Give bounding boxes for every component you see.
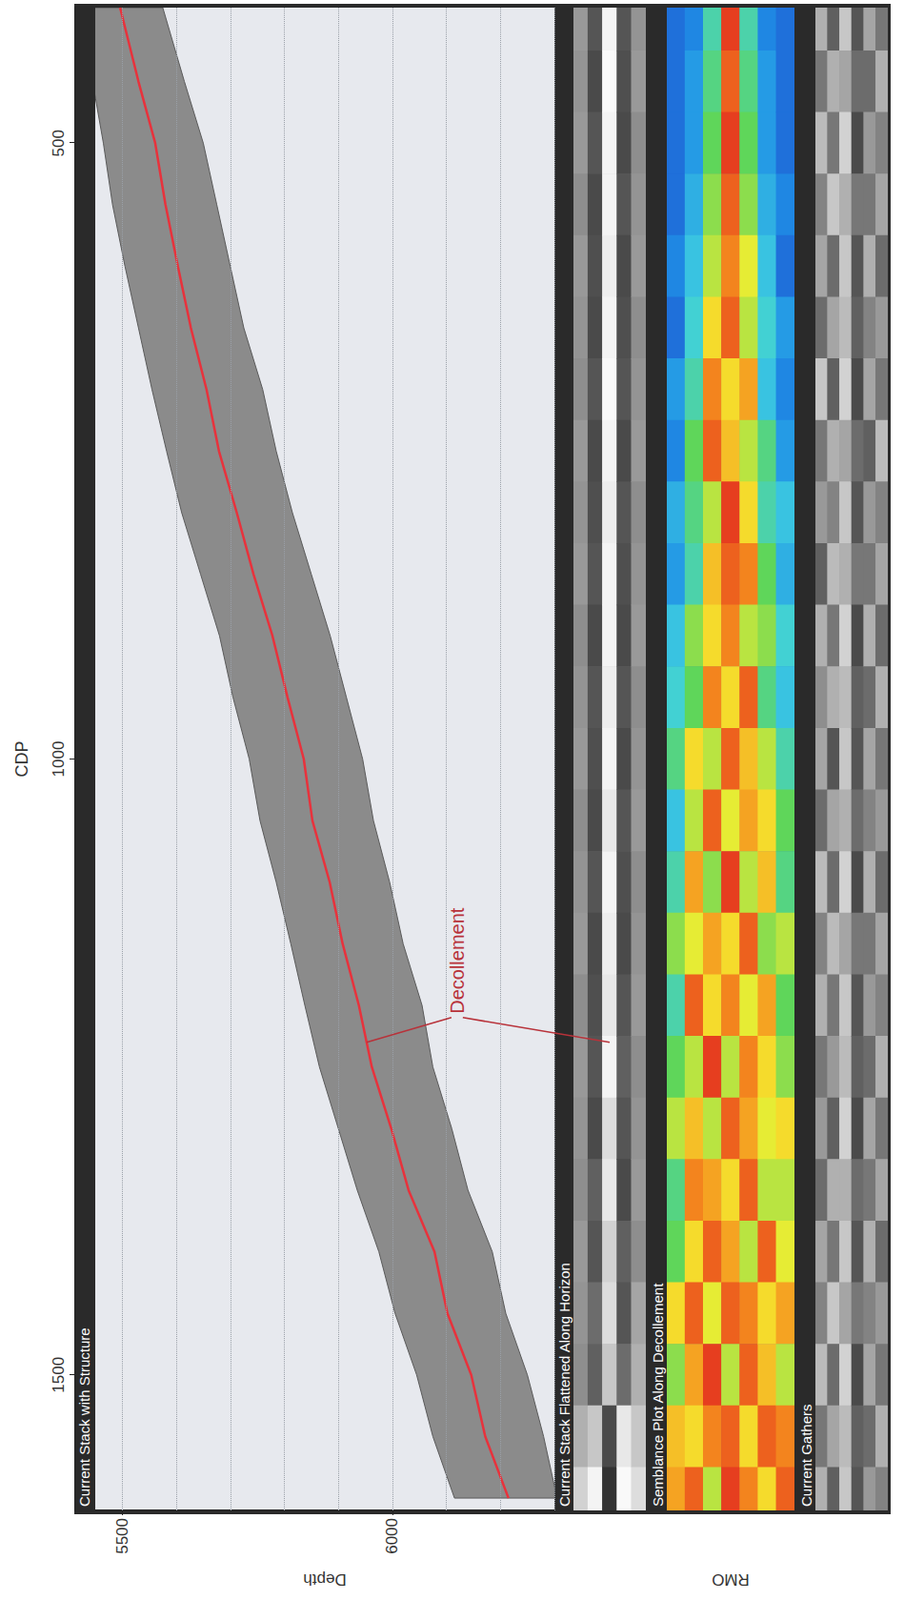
svg-text:Current Gathers: Current Gathers [798, 1403, 815, 1507]
svg-text:Current Stack Flattened Along: Current Stack Flattened Along Horizon [556, 1262, 573, 1507]
svg-text:6000: 6000 [382, 1517, 402, 1554]
svg-text:1500: 1500 [49, 1356, 68, 1393]
svg-text:RMO: RMO [711, 1569, 750, 1588]
svg-text:Current Stack with Structure: Current Stack with Structure [76, 1326, 93, 1507]
svg-text:1000: 1000 [49, 741, 68, 778]
svg-text:500: 500 [49, 129, 68, 157]
svg-text:Depth: Depth [302, 1569, 346, 1588]
svg-text:Decollement: Decollement [446, 906, 468, 1014]
svg-text:CDP: CDP [12, 740, 32, 777]
svg-text:Semblance Plot Along Decolleme: Semblance Plot Along Decollement [649, 1282, 666, 1507]
svg-text:5500: 5500 [113, 1517, 132, 1554]
